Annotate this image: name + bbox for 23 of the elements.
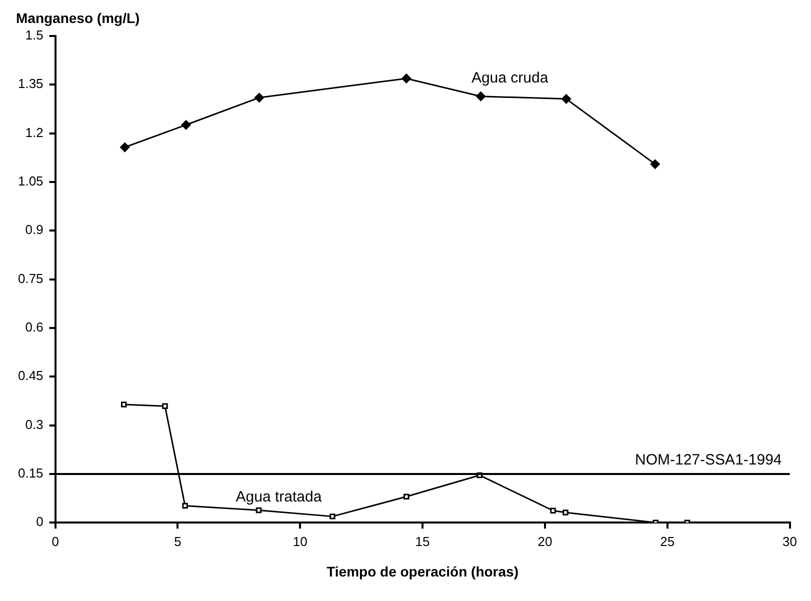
- y-tick-label: 0.15: [18, 466, 44, 481]
- y-tick-label: 1.2: [25, 124, 44, 140]
- x-tick-label: 15: [415, 534, 430, 549]
- x-tick-label: 30: [782, 534, 798, 549]
- series-label: Agua tratada: [236, 488, 322, 506]
- y-tick-label: 0.9: [25, 222, 44, 238]
- y-axis-title: Manganeso (mg/L): [16, 10, 140, 26]
- x-tick-label: 10: [292, 534, 308, 549]
- y-tick-label: 1.05: [18, 174, 44, 189]
- y-tick-label: 0.75: [18, 270, 44, 286]
- y-tick-label: 0.3: [25, 416, 44, 432]
- ref-line-label: NOM-127-SSA1-1994: [635, 452, 782, 469]
- y-tick-label: 0: [36, 514, 44, 530]
- x-tick-label: 25: [660, 534, 675, 549]
- x-tick-label: 0: [52, 534, 59, 549]
- x-tick-label: 5: [174, 534, 182, 549]
- series-label: Agua cruda: [471, 69, 549, 86]
- y-tick-label: 0.45: [18, 368, 44, 384]
- y-tick-label: 1.5: [25, 28, 44, 43]
- y-tick-label: 0.6: [25, 320, 44, 335]
- y-tick-label: 1.35: [18, 76, 44, 92]
- x-tick-label: 20: [538, 534, 552, 549]
- x-axis-title: Tiempo de operación (horas): [326, 563, 518, 580]
